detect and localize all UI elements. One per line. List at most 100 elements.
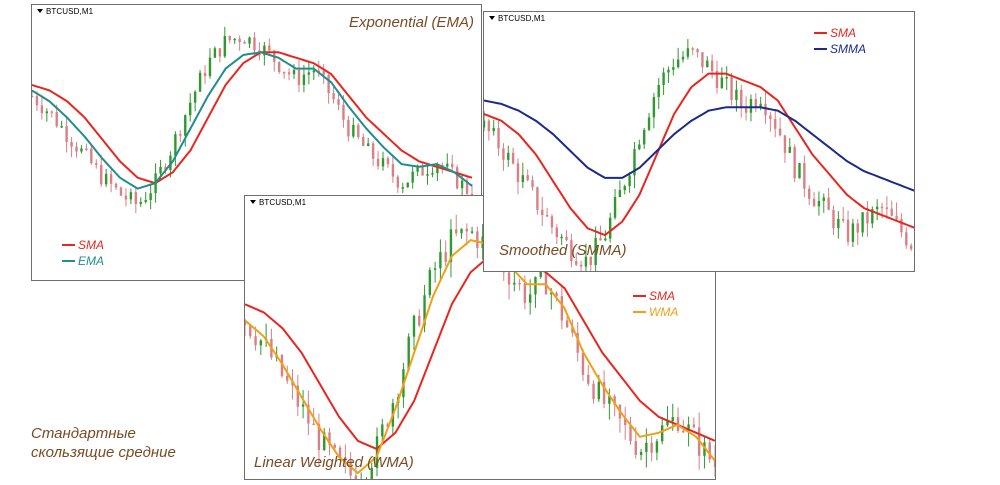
candle-body <box>778 128 782 136</box>
candle-body <box>114 183 118 188</box>
candle-body <box>861 212 864 233</box>
candle-body <box>587 374 590 384</box>
candle-body <box>579 264 583 267</box>
candle-body <box>871 209 874 224</box>
candle-body <box>536 187 539 210</box>
candle-body <box>249 324 252 337</box>
candle-body <box>470 231 474 233</box>
candle-body <box>259 340 263 346</box>
candle-body <box>317 423 321 451</box>
candle-body <box>376 158 380 167</box>
wma-legend: SMA WMA <box>633 288 678 320</box>
candle-body <box>352 124 355 137</box>
candle-body <box>444 252 447 262</box>
candle-body <box>65 126 68 142</box>
candle-body <box>909 245 913 249</box>
candle-body <box>35 96 39 106</box>
candle-body <box>633 149 636 176</box>
legend-item-ema: EMA <box>62 253 104 269</box>
candle-body <box>277 62 281 72</box>
candle-body <box>381 424 384 437</box>
candle-body <box>421 165 424 176</box>
candle-body <box>45 111 49 114</box>
candle-body <box>307 72 311 75</box>
candle-body <box>50 111 53 113</box>
candle-body <box>119 187 123 196</box>
candle-body <box>645 442 648 453</box>
candle-body <box>560 296 564 321</box>
candle-body <box>80 148 83 152</box>
candle-body <box>455 167 459 189</box>
candle-body <box>686 48 690 57</box>
candle-body <box>880 206 884 209</box>
candle-body <box>406 182 409 188</box>
legend-swatch <box>814 32 827 34</box>
candle-body <box>312 423 315 426</box>
candle-body <box>85 148 88 150</box>
candle-body <box>708 442 711 460</box>
candle-body <box>885 207 889 209</box>
candle-body <box>803 163 806 189</box>
candle-body <box>687 424 690 432</box>
candle-body <box>370 467 373 479</box>
candle-body <box>516 163 520 183</box>
candle-body <box>890 208 893 216</box>
candle-body <box>337 99 340 105</box>
legend-swatch <box>814 48 827 50</box>
candle-body <box>875 206 879 210</box>
candle-body <box>735 89 738 101</box>
candle-body <box>507 272 511 285</box>
symbol-dropdown-icon <box>250 200 256 204</box>
candle-body <box>357 124 360 138</box>
candle-body <box>328 432 331 445</box>
candle-body <box>254 336 257 346</box>
candle-body <box>245 320 247 325</box>
legend-swatch <box>633 295 646 297</box>
legend-swatch <box>62 244 75 246</box>
ema-legend: SMA EMA <box>62 237 104 269</box>
sma-line <box>484 72 914 237</box>
candle-body <box>344 457 347 461</box>
candle-body <box>584 256 588 267</box>
candle-body <box>744 107 748 113</box>
candle-body <box>827 197 830 210</box>
candle-body <box>528 294 532 303</box>
candle-body <box>671 417 674 422</box>
candle-body <box>193 91 197 103</box>
candle-body <box>332 93 335 100</box>
candle-body <box>846 219 850 242</box>
candle-body <box>511 152 515 164</box>
candle-body <box>386 424 389 427</box>
candle-body <box>292 69 296 75</box>
candle-body <box>613 396 616 405</box>
candle-body <box>32 95 34 98</box>
candle-body <box>465 180 469 194</box>
candle-body <box>544 271 548 295</box>
candle-body <box>312 70 315 73</box>
candle-body <box>174 134 177 156</box>
candle-body <box>521 175 525 183</box>
candle-body <box>428 269 432 296</box>
candle-body <box>449 229 453 262</box>
sma-line <box>245 255 715 450</box>
candle-body <box>666 421 669 426</box>
candle-body <box>203 72 207 77</box>
candle-body <box>808 188 811 199</box>
candle-body <box>446 163 449 167</box>
candle-body <box>302 74 306 85</box>
candle-body <box>426 174 429 176</box>
candle-body <box>366 143 370 147</box>
candle-body <box>604 238 607 241</box>
candle-body <box>783 135 787 153</box>
candle-body <box>362 137 365 147</box>
candle-body <box>681 56 685 60</box>
candle-body <box>492 127 495 132</box>
candle-body <box>433 268 437 270</box>
smma-line <box>484 99 914 192</box>
candle-body <box>715 71 719 89</box>
candle-body <box>701 52 704 68</box>
candle-body <box>423 295 426 326</box>
candle-body <box>576 332 579 353</box>
candle-body <box>371 143 375 159</box>
candle-body <box>286 376 289 381</box>
